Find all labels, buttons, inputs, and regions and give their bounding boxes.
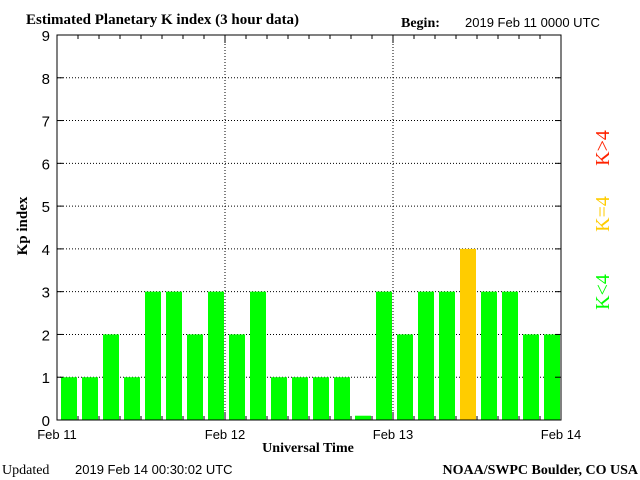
- bar: [292, 377, 308, 420]
- y-tick-label: 6: [42, 156, 50, 173]
- footer-credit: NOAA/SWPC Boulder, CO USA: [442, 463, 638, 478]
- bar: [82, 377, 98, 420]
- y-tick-label: 7: [42, 114, 50, 131]
- legend-item: K=4: [592, 196, 614, 232]
- begin-label: Begin:: [401, 16, 440, 31]
- bar: [376, 291, 392, 420]
- bar: [544, 334, 560, 420]
- bar: [166, 291, 182, 420]
- bar: [418, 291, 434, 420]
- bar: [229, 334, 245, 420]
- x-tick-label: Feb 12: [205, 427, 245, 442]
- bar: [355, 415, 371, 420]
- bar: [208, 291, 224, 420]
- bar: [502, 291, 518, 420]
- y-tick-label: 8: [42, 71, 50, 88]
- legend-item: K<4: [592, 274, 614, 310]
- updated-value: 2019 Feb 14 00:30:02 UTC: [75, 462, 233, 477]
- y-tick-label: 1: [42, 370, 50, 387]
- bar: [313, 377, 329, 420]
- y-tick-label: 5: [42, 199, 50, 216]
- bar: [250, 291, 266, 420]
- x-tick-label: Feb 13: [373, 427, 413, 442]
- x-ticks: Feb 11 Feb 12 Feb 13 Feb 14: [37, 35, 581, 442]
- legend: K<4 K=4 K>4: [592, 130, 614, 310]
- bar: [334, 377, 350, 420]
- y-ticks: 0 1 2 3 4 5 6 7 8 9: [42, 28, 561, 430]
- x-tick-label: Feb 11: [37, 427, 77, 442]
- chart-title: Estimated Planetary K index (3 hour data…: [26, 12, 299, 28]
- bar: [439, 291, 455, 420]
- x-axis-label: Universal Time: [262, 441, 354, 456]
- bar: [271, 377, 287, 420]
- bar: [460, 248, 476, 420]
- bar: [103, 334, 119, 420]
- x-tick-label: Feb 14: [541, 427, 581, 442]
- bar: [187, 334, 203, 420]
- bar: [481, 291, 497, 420]
- begin-value: 2019 Feb 11 0000 UTC: [465, 15, 600, 30]
- legend-item: K>4: [592, 130, 614, 166]
- y-axis-label: Kp index: [15, 196, 31, 255]
- updated-label: Updated: [2, 463, 49, 478]
- y-tick-label: 0: [42, 413, 50, 430]
- y-tick-label: 9: [42, 28, 50, 45]
- bar: [523, 334, 539, 420]
- bars: [61, 248, 560, 420]
- bar: [61, 377, 77, 420]
- y-tick-label: 3: [42, 285, 50, 302]
- bar: [397, 334, 413, 420]
- bar: [145, 291, 161, 420]
- grid-lines: [57, 35, 561, 420]
- y-tick-label: 4: [42, 242, 50, 259]
- y-tick-label: 2: [42, 327, 50, 344]
- bar: [124, 377, 140, 420]
